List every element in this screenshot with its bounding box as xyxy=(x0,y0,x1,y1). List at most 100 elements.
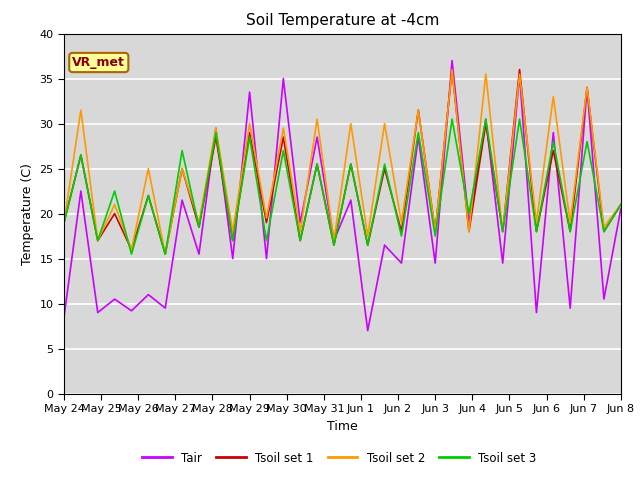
Tair xyxy=(127,308,135,314)
Tsoil set 2 xyxy=(532,220,540,226)
Tsoil set 2 xyxy=(195,220,203,226)
Tsoil set 3 xyxy=(179,148,186,154)
Tair xyxy=(431,260,439,266)
Tair xyxy=(465,220,473,226)
Tsoil set 3 xyxy=(127,251,135,257)
Tair xyxy=(550,130,557,135)
Tsoil set 1 xyxy=(145,192,152,199)
Tsoil set 3 xyxy=(60,220,68,226)
Tsoil set 2 xyxy=(617,202,625,207)
Tsoil set 3 xyxy=(364,242,372,248)
Tsoil set 3 xyxy=(195,224,203,230)
Tair xyxy=(296,220,304,226)
Tsoil set 2 xyxy=(397,220,405,226)
Tsoil set 3 xyxy=(330,242,338,248)
Tsoil set 3 xyxy=(77,152,84,158)
Tsoil set 2 xyxy=(516,71,524,77)
Tsoil set 1 xyxy=(448,67,456,72)
Tsoil set 3 xyxy=(431,233,439,239)
Tsoil set 1 xyxy=(94,238,102,243)
Tsoil set 2 xyxy=(179,166,186,171)
Tsoil set 1 xyxy=(161,251,169,257)
Tsoil set 3 xyxy=(415,130,422,135)
Tsoil set 2 xyxy=(229,228,237,234)
Tair xyxy=(280,76,287,82)
Tsoil set 1 xyxy=(600,228,608,234)
Tair xyxy=(145,292,152,298)
Tair xyxy=(415,134,422,140)
Tsoil set 2 xyxy=(296,228,304,234)
Line: Tair: Tair xyxy=(64,60,621,331)
Tsoil set 2 xyxy=(364,233,372,239)
Tsoil set 3 xyxy=(583,139,591,144)
Tair xyxy=(499,260,506,266)
Tair xyxy=(229,256,237,262)
Legend: Tair, Tsoil set 1, Tsoil set 2, Tsoil set 3: Tair, Tsoil set 1, Tsoil set 2, Tsoil se… xyxy=(138,447,541,469)
Tsoil set 3 xyxy=(465,211,473,216)
Tsoil set 2 xyxy=(145,166,152,171)
Line: Tsoil set 3: Tsoil set 3 xyxy=(64,119,621,254)
Tsoil set 1 xyxy=(179,166,186,171)
Tsoil set 3 xyxy=(229,238,237,243)
Tsoil set 3 xyxy=(600,228,608,234)
Tair xyxy=(77,188,84,194)
Tsoil set 2 xyxy=(381,120,388,126)
Tair xyxy=(313,134,321,140)
Tair xyxy=(566,305,574,311)
Tsoil set 3 xyxy=(246,134,253,140)
Tair xyxy=(397,260,405,266)
Tsoil set 1 xyxy=(482,120,490,126)
Tsoil set 2 xyxy=(161,251,169,257)
Tsoil set 2 xyxy=(600,224,608,230)
Tsoil set 1 xyxy=(381,166,388,171)
Tair xyxy=(482,116,490,122)
X-axis label: Time: Time xyxy=(327,420,358,432)
Tsoil set 3 xyxy=(499,228,506,234)
Tsoil set 2 xyxy=(583,84,591,90)
Tsoil set 1 xyxy=(229,238,237,243)
Tsoil set 1 xyxy=(347,161,355,167)
Tsoil set 2 xyxy=(246,120,253,126)
Tsoil set 1 xyxy=(499,228,506,234)
Tsoil set 2 xyxy=(431,228,439,234)
Tsoil set 2 xyxy=(330,238,338,243)
Tair xyxy=(532,310,540,315)
Tsoil set 3 xyxy=(397,233,405,239)
Tsoil set 1 xyxy=(550,148,557,154)
Tsoil set 3 xyxy=(516,116,524,122)
Tsoil set 3 xyxy=(111,188,118,194)
Line: Tsoil set 1: Tsoil set 1 xyxy=(64,70,621,254)
Tsoil set 3 xyxy=(262,238,270,243)
Tair xyxy=(179,197,186,203)
Tair xyxy=(330,238,338,243)
Text: VR_met: VR_met xyxy=(72,56,125,69)
Tsoil set 2 xyxy=(212,125,220,131)
Tsoil set 2 xyxy=(347,120,355,126)
Tair xyxy=(617,206,625,212)
Tair xyxy=(111,296,118,302)
Tsoil set 2 xyxy=(415,107,422,113)
Tair xyxy=(381,242,388,248)
Tair xyxy=(516,71,524,77)
Tair xyxy=(60,314,68,320)
Tsoil set 1 xyxy=(330,242,338,248)
Tsoil set 1 xyxy=(195,224,203,230)
Tsoil set 2 xyxy=(550,94,557,99)
Tsoil set 1 xyxy=(465,228,473,234)
Tsoil set 1 xyxy=(127,247,135,252)
Tsoil set 3 xyxy=(532,228,540,234)
Tsoil set 1 xyxy=(397,228,405,234)
Tsoil set 3 xyxy=(145,192,152,199)
Tsoil set 2 xyxy=(566,220,574,226)
Tsoil set 1 xyxy=(77,152,84,158)
Tsoil set 1 xyxy=(532,228,540,234)
Tsoil set 3 xyxy=(313,161,321,167)
Tsoil set 3 xyxy=(550,139,557,144)
Tsoil set 1 xyxy=(60,220,68,226)
Tsoil set 3 xyxy=(161,251,169,257)
Line: Tsoil set 2: Tsoil set 2 xyxy=(64,70,621,254)
Tsoil set 1 xyxy=(617,202,625,207)
Tair xyxy=(600,296,608,302)
Tsoil set 1 xyxy=(296,238,304,243)
Tair xyxy=(262,256,270,262)
